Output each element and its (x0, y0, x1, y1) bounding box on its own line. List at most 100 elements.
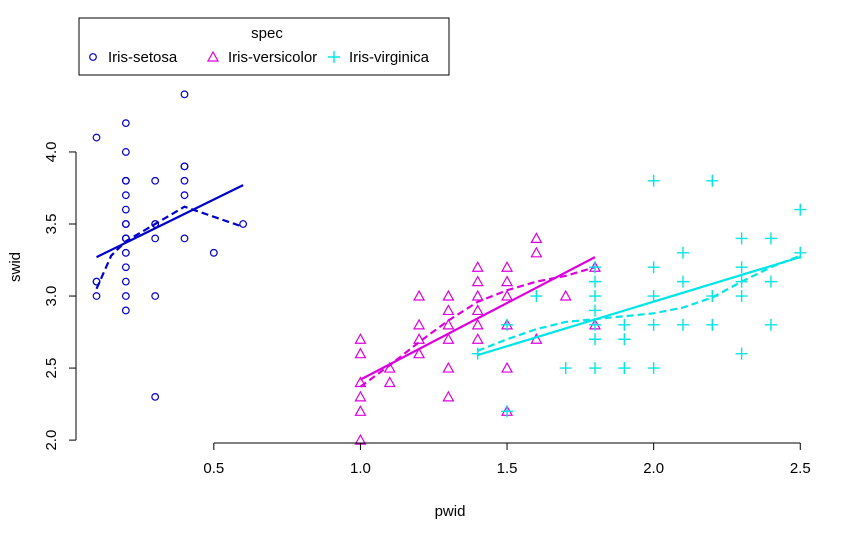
data-point (706, 318, 719, 331)
series-iris-versicolor (354, 232, 602, 445)
data-point (121, 248, 130, 257)
data-point (151, 292, 160, 300)
data-point (618, 362, 631, 375)
data-point (413, 333, 426, 344)
legend-item-iris-virginica: Iris-virginica (328, 49, 430, 66)
smooth-line (477, 254, 801, 352)
smooth-line (95, 205, 244, 290)
data-point (121, 205, 130, 214)
x-tick-label: 1.5 (497, 460, 518, 477)
data-point (239, 220, 248, 228)
series-iris-virginica (471, 174, 807, 418)
y-axis: 2.0 2.5 3.0 3.5 4.0 (43, 142, 77, 451)
data-point (383, 376, 396, 388)
legend-item-iris-setosa: Iris-setosa (89, 49, 178, 66)
legend-label: Iris-versicolor (228, 49, 317, 66)
data-point (328, 51, 340, 63)
data-point (501, 260, 514, 272)
data-point (735, 261, 748, 274)
data-point (471, 318, 484, 330)
y-tick-label: 2.5 (43, 358, 60, 379)
data-point (647, 261, 660, 274)
legend-item-iris-versicolor: Iris-versicolor (206, 49, 317, 66)
data-point (92, 133, 101, 142)
data-point (151, 392, 160, 401)
legend-box (78, 17, 450, 76)
data-point (471, 304, 484, 316)
fit-line (477, 256, 801, 357)
data-point (501, 289, 514, 301)
y-tick-label: 3.5 (43, 214, 60, 235)
y-tick-label: 2.0 (43, 430, 60, 451)
data-point (121, 292, 130, 300)
data-point (501, 318, 514, 331)
data-point (589, 333, 602, 346)
data-point (530, 232, 543, 244)
data-point (589, 362, 602, 375)
data-point (589, 261, 602, 274)
x-tick-label: 2.0 (643, 460, 664, 477)
data-point (764, 318, 777, 331)
data-point (530, 246, 543, 258)
data-point (92, 292, 101, 300)
data-point (180, 191, 189, 200)
series-iris-setosa (92, 90, 248, 401)
data-point (676, 246, 689, 259)
data-point (471, 333, 484, 344)
data-point (706, 174, 719, 187)
data-point (121, 176, 130, 185)
data-point (209, 248, 218, 257)
legend-label: Iris-setosa (108, 49, 178, 66)
data-point (676, 318, 689, 331)
data-point (618, 333, 631, 346)
data-point (442, 289, 455, 301)
data-point (735, 232, 748, 245)
legend: spec Iris-setosa Iris-versicolor Iris-virg… (78, 17, 450, 76)
data-point (794, 246, 807, 259)
data-point (647, 362, 660, 375)
x-axis-label: pwid (435, 503, 466, 520)
data-point (442, 390, 455, 402)
data-point (676, 275, 689, 288)
data-point (413, 318, 426, 330)
data-point (589, 304, 602, 317)
data-point (589, 318, 602, 331)
y-axis-label: swid (7, 252, 24, 282)
data-point (354, 390, 367, 402)
data-point (121, 306, 130, 315)
x-tick-label: 1.0 (350, 460, 371, 477)
data-point (501, 275, 514, 287)
data-point (442, 318, 455, 330)
data-point (647, 318, 660, 331)
data-point (92, 277, 101, 286)
legend-label: Iris-virginica (349, 49, 430, 66)
data-point (442, 333, 455, 344)
data-point (354, 347, 367, 359)
data-point (121, 191, 130, 200)
data-point (442, 361, 455, 373)
data-point (735, 290, 748, 303)
data-point (618, 318, 631, 331)
y-tick-label: 4.0 (43, 142, 60, 163)
data-point (471, 289, 484, 301)
data-point (735, 347, 748, 360)
data-point (121, 220, 130, 228)
plot-area (92, 90, 807, 445)
data-point (180, 176, 189, 185)
data-point (121, 263, 130, 272)
data-point (647, 174, 660, 187)
data-point (121, 277, 130, 286)
data-point (647, 290, 660, 303)
data-point (89, 53, 97, 61)
data-point (471, 275, 484, 287)
x-tick-label: 2.5 (790, 460, 811, 477)
legend-title: spec (251, 25, 283, 42)
data-point (589, 275, 602, 288)
data-point (442, 304, 455, 316)
data-point (764, 275, 777, 288)
data-point (206, 50, 220, 62)
data-point (180, 234, 189, 243)
data-point (354, 405, 367, 416)
data-point (151, 176, 160, 185)
